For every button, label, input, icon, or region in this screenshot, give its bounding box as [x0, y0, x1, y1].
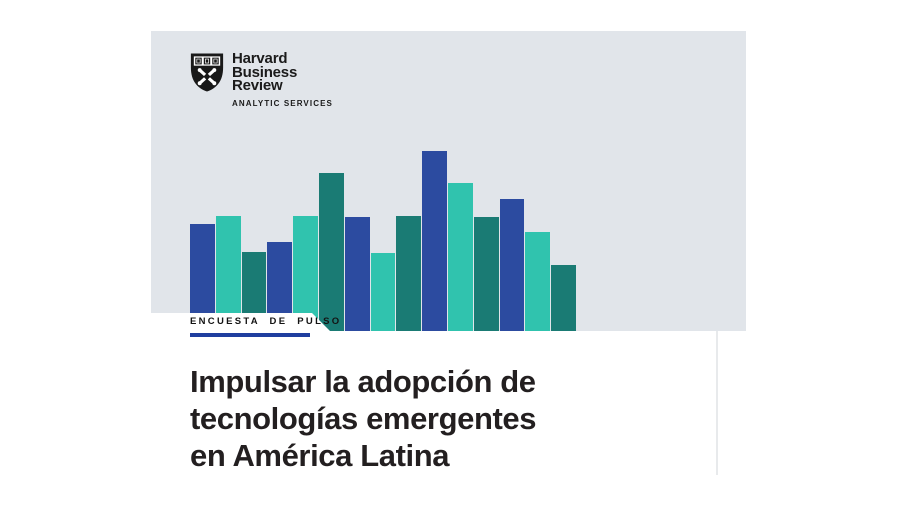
- title-line-2: tecnologías emergentes: [190, 401, 537, 436]
- cover-bar-chart: [190, 31, 577, 331]
- hbr-logo: Harvard Business Review ANALYTIC SERVICE…: [189, 50, 333, 108]
- cover-panel: Harvard Business Review ANALYTIC SERVICE…: [151, 31, 746, 331]
- chart-bar: [344, 217, 370, 331]
- eyebrow-label: ENCUESTA DE PULSO: [190, 316, 342, 327]
- page-title: Impulsar la adopción de tecnologías emer…: [190, 363, 537, 474]
- chart-bar: [473, 217, 499, 331]
- vertical-divider-line: [716, 331, 718, 475]
- title-line-3: en América Latina: [190, 438, 450, 473]
- eyebrow-underline: [190, 333, 310, 337]
- chart-bar: [293, 216, 318, 331]
- brand-line-3: Review: [232, 77, 283, 94]
- chart-bar: [422, 151, 447, 331]
- chart-bar: [499, 199, 525, 331]
- brand-line-2: Business: [232, 63, 298, 81]
- brand-line-1: Harvard: [232, 50, 288, 67]
- chart-bar: [551, 265, 576, 331]
- chart-bar: [525, 232, 551, 331]
- chart-bar: [396, 216, 422, 331]
- hbr-wordmark: Harvard Business Review ANALYTIC SERVICE…: [232, 50, 333, 108]
- chart-bar: [215, 216, 241, 331]
- hbr-shield-icon: [190, 53, 224, 92]
- chart-bar: [370, 253, 396, 331]
- analytic-services-label: ANALYTIC SERVICES: [232, 98, 333, 108]
- title-line-1: Impulsar la adopción de: [190, 364, 536, 399]
- chart-bar: [318, 173, 344, 331]
- chart-bar: [447, 183, 473, 331]
